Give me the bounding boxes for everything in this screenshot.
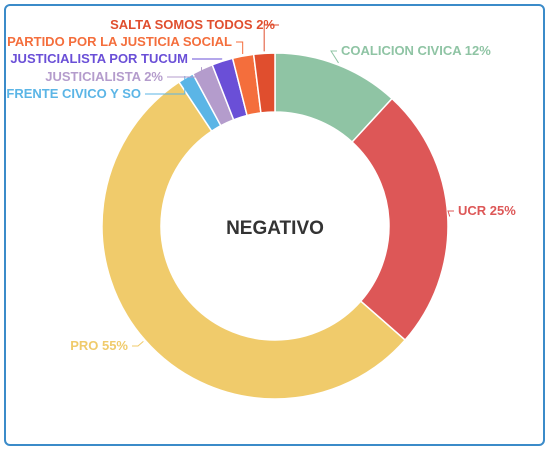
center-label: NEGATIVO — [226, 218, 324, 239]
slice-label-3: FRENTE CIVICO Y SO — [6, 86, 141, 101]
donut-slice-1[interactable] — [351, 97, 449, 342]
slice-label-1: UCR 25% — [458, 203, 516, 218]
slice-label-5: JUSTICIALISTA POR TUCUM — [10, 51, 188, 66]
connector-line-1 — [447, 210, 454, 217]
connector-line-6 — [236, 41, 244, 55]
donut-slice-2[interactable] — [101, 81, 407, 400]
slice-label-6: PARTIDO POR LA JUSTICIA SOCIAL — [7, 34, 232, 49]
donut-slice-7[interactable] — [252, 52, 276, 114]
slice-label-0: COALICION CIVICA 12% — [341, 43, 491, 58]
connector-line-0 — [330, 50, 339, 64]
connector-line-4 — [167, 67, 203, 78]
slice-label-7: SALTA SOMOS TODOS 2% — [110, 17, 275, 32]
slice-label-4: JUSTICIALISTA 2% — [45, 69, 163, 84]
connector-line-3 — [145, 76, 186, 95]
connector-line-2 — [132, 340, 144, 347]
slice-label-2: PRO 55% — [70, 338, 128, 353]
connector-line-7 — [263, 24, 279, 52]
